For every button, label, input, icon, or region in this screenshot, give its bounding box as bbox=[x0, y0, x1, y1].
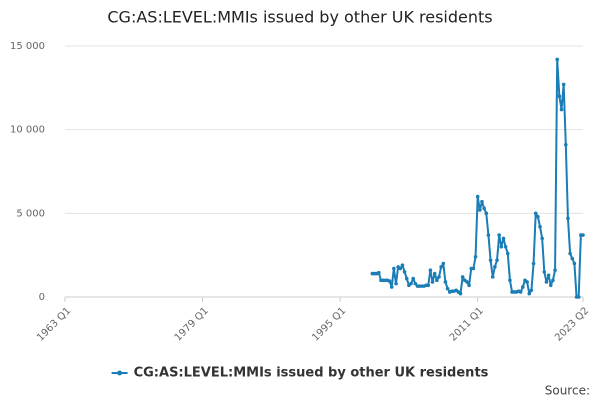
data-point bbox=[561, 82, 566, 87]
x-tick-label: 1995 Q1 bbox=[310, 305, 348, 343]
data-point bbox=[542, 270, 547, 274]
data-point bbox=[473, 255, 478, 259]
chart-title: CG:AS:LEVEL:MMIs issued by other UK resi… bbox=[107, 8, 492, 27]
data-point bbox=[553, 268, 557, 273]
data-point bbox=[531, 261, 536, 266]
x-tick-label: 1979 Q1 bbox=[173, 305, 211, 343]
source: Source: bbox=[545, 384, 590, 398]
y-tick-label: 10 000 bbox=[10, 125, 45, 136]
data-point bbox=[521, 285, 525, 289]
data-point bbox=[538, 224, 542, 229]
data-point bbox=[566, 216, 570, 221]
data-point bbox=[508, 278, 512, 283]
data-point bbox=[551, 278, 555, 283]
data-point bbox=[478, 208, 482, 212]
data-point bbox=[555, 57, 560, 62]
data-point bbox=[486, 233, 491, 237]
x-tick-label: 2023 Q2 bbox=[553, 305, 591, 343]
data-point bbox=[557, 94, 562, 98]
data-point bbox=[471, 266, 476, 271]
data-point bbox=[409, 281, 413, 286]
data-point bbox=[398, 266, 403, 271]
data-point bbox=[435, 278, 439, 283]
data-point bbox=[465, 280, 469, 284]
y-tick-label: 15 000 bbox=[10, 41, 45, 52]
data-point bbox=[505, 251, 510, 256]
legend-label: CG:AS:LEVEL:MMIs issued by other UK resi… bbox=[134, 366, 489, 381]
data-point bbox=[439, 265, 443, 269]
data-point bbox=[581, 233, 585, 237]
data-point bbox=[432, 271, 437, 276]
data-point bbox=[467, 283, 471, 288]
data-point bbox=[458, 291, 463, 296]
series-line bbox=[372, 58, 583, 298]
data-point bbox=[501, 236, 506, 241]
data-point bbox=[490, 275, 495, 279]
data-point bbox=[527, 291, 532, 296]
data-point bbox=[428, 268, 433, 273]
data-point bbox=[546, 273, 551, 278]
data-point bbox=[443, 280, 448, 284]
data-point bbox=[499, 245, 504, 249]
data-point bbox=[413, 281, 418, 286]
data-point bbox=[411, 276, 415, 281]
data-point bbox=[540, 236, 544, 241]
data-point bbox=[480, 199, 484, 204]
data-point bbox=[493, 265, 497, 269]
data-point bbox=[404, 276, 409, 281]
data-point bbox=[518, 290, 523, 294]
data-point bbox=[488, 258, 493, 262]
data-point bbox=[387, 279, 392, 283]
data-point bbox=[394, 281, 398, 286]
data-point bbox=[460, 275, 465, 279]
data-point bbox=[572, 261, 577, 266]
data-point bbox=[570, 256, 575, 261]
data-point bbox=[536, 214, 540, 219]
data-point bbox=[402, 270, 407, 274]
data-point bbox=[525, 280, 529, 284]
data-point bbox=[482, 206, 486, 211]
y-tick-label: 5 000 bbox=[16, 208, 45, 219]
data-point bbox=[495, 258, 499, 262]
data-point bbox=[430, 280, 435, 284]
data-point bbox=[576, 295, 581, 299]
data-point bbox=[437, 275, 441, 279]
data-point bbox=[568, 251, 572, 256]
data-point bbox=[426, 283, 431, 288]
x-tick-label: 2011 Q1 bbox=[448, 305, 486, 343]
data-point bbox=[503, 245, 508, 249]
data-point bbox=[475, 194, 480, 199]
data-point bbox=[392, 266, 396, 271]
data-point bbox=[441, 261, 446, 266]
data-point bbox=[400, 263, 405, 268]
data-point bbox=[445, 286, 450, 291]
data-point bbox=[544, 280, 549, 284]
data-point bbox=[533, 211, 538, 216]
data-point bbox=[529, 288, 534, 293]
data-point bbox=[548, 283, 553, 288]
x-tick-label: 1963 Q1 bbox=[35, 305, 73, 343]
data-point bbox=[559, 107, 564, 112]
data-point bbox=[564, 142, 568, 147]
data-point bbox=[377, 270, 381, 275]
data-point bbox=[389, 285, 394, 289]
y-tick-label: 0 bbox=[39, 292, 45, 303]
data-point bbox=[484, 211, 489, 216]
legend-marker bbox=[117, 370, 123, 376]
data-point bbox=[497, 233, 501, 237]
